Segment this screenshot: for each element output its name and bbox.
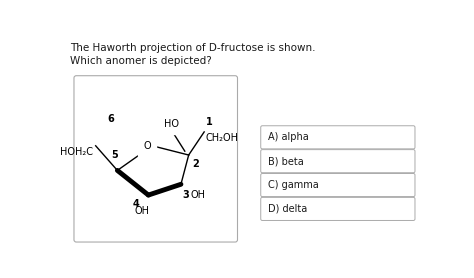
Text: C) gamma: C) gamma [268,180,319,190]
Text: CH₂OH: CH₂OH [206,133,239,143]
FancyBboxPatch shape [261,126,415,149]
Text: 5: 5 [112,150,118,160]
Text: OH: OH [135,206,150,216]
FancyBboxPatch shape [261,197,415,220]
Text: OH: OH [190,190,205,200]
FancyBboxPatch shape [74,76,237,242]
Text: A) alpha: A) alpha [268,132,309,142]
Text: 6: 6 [108,114,115,124]
FancyBboxPatch shape [261,173,415,197]
Text: Which anomer is depicted?: Which anomer is depicted? [70,56,212,66]
Text: 2: 2 [192,159,199,169]
FancyBboxPatch shape [261,150,415,173]
Text: 1: 1 [206,117,212,127]
Text: B) beta: B) beta [268,156,304,166]
Text: The Haworth projection of D-fructose is shown.: The Haworth projection of D-fructose is … [70,43,316,53]
Text: D) delta: D) delta [268,204,308,214]
Text: O: O [143,141,151,151]
Text: 3: 3 [182,190,189,200]
Text: 4: 4 [132,199,139,209]
Text: HO: HO [164,119,179,129]
Text: HOH₂C: HOH₂C [60,147,92,157]
